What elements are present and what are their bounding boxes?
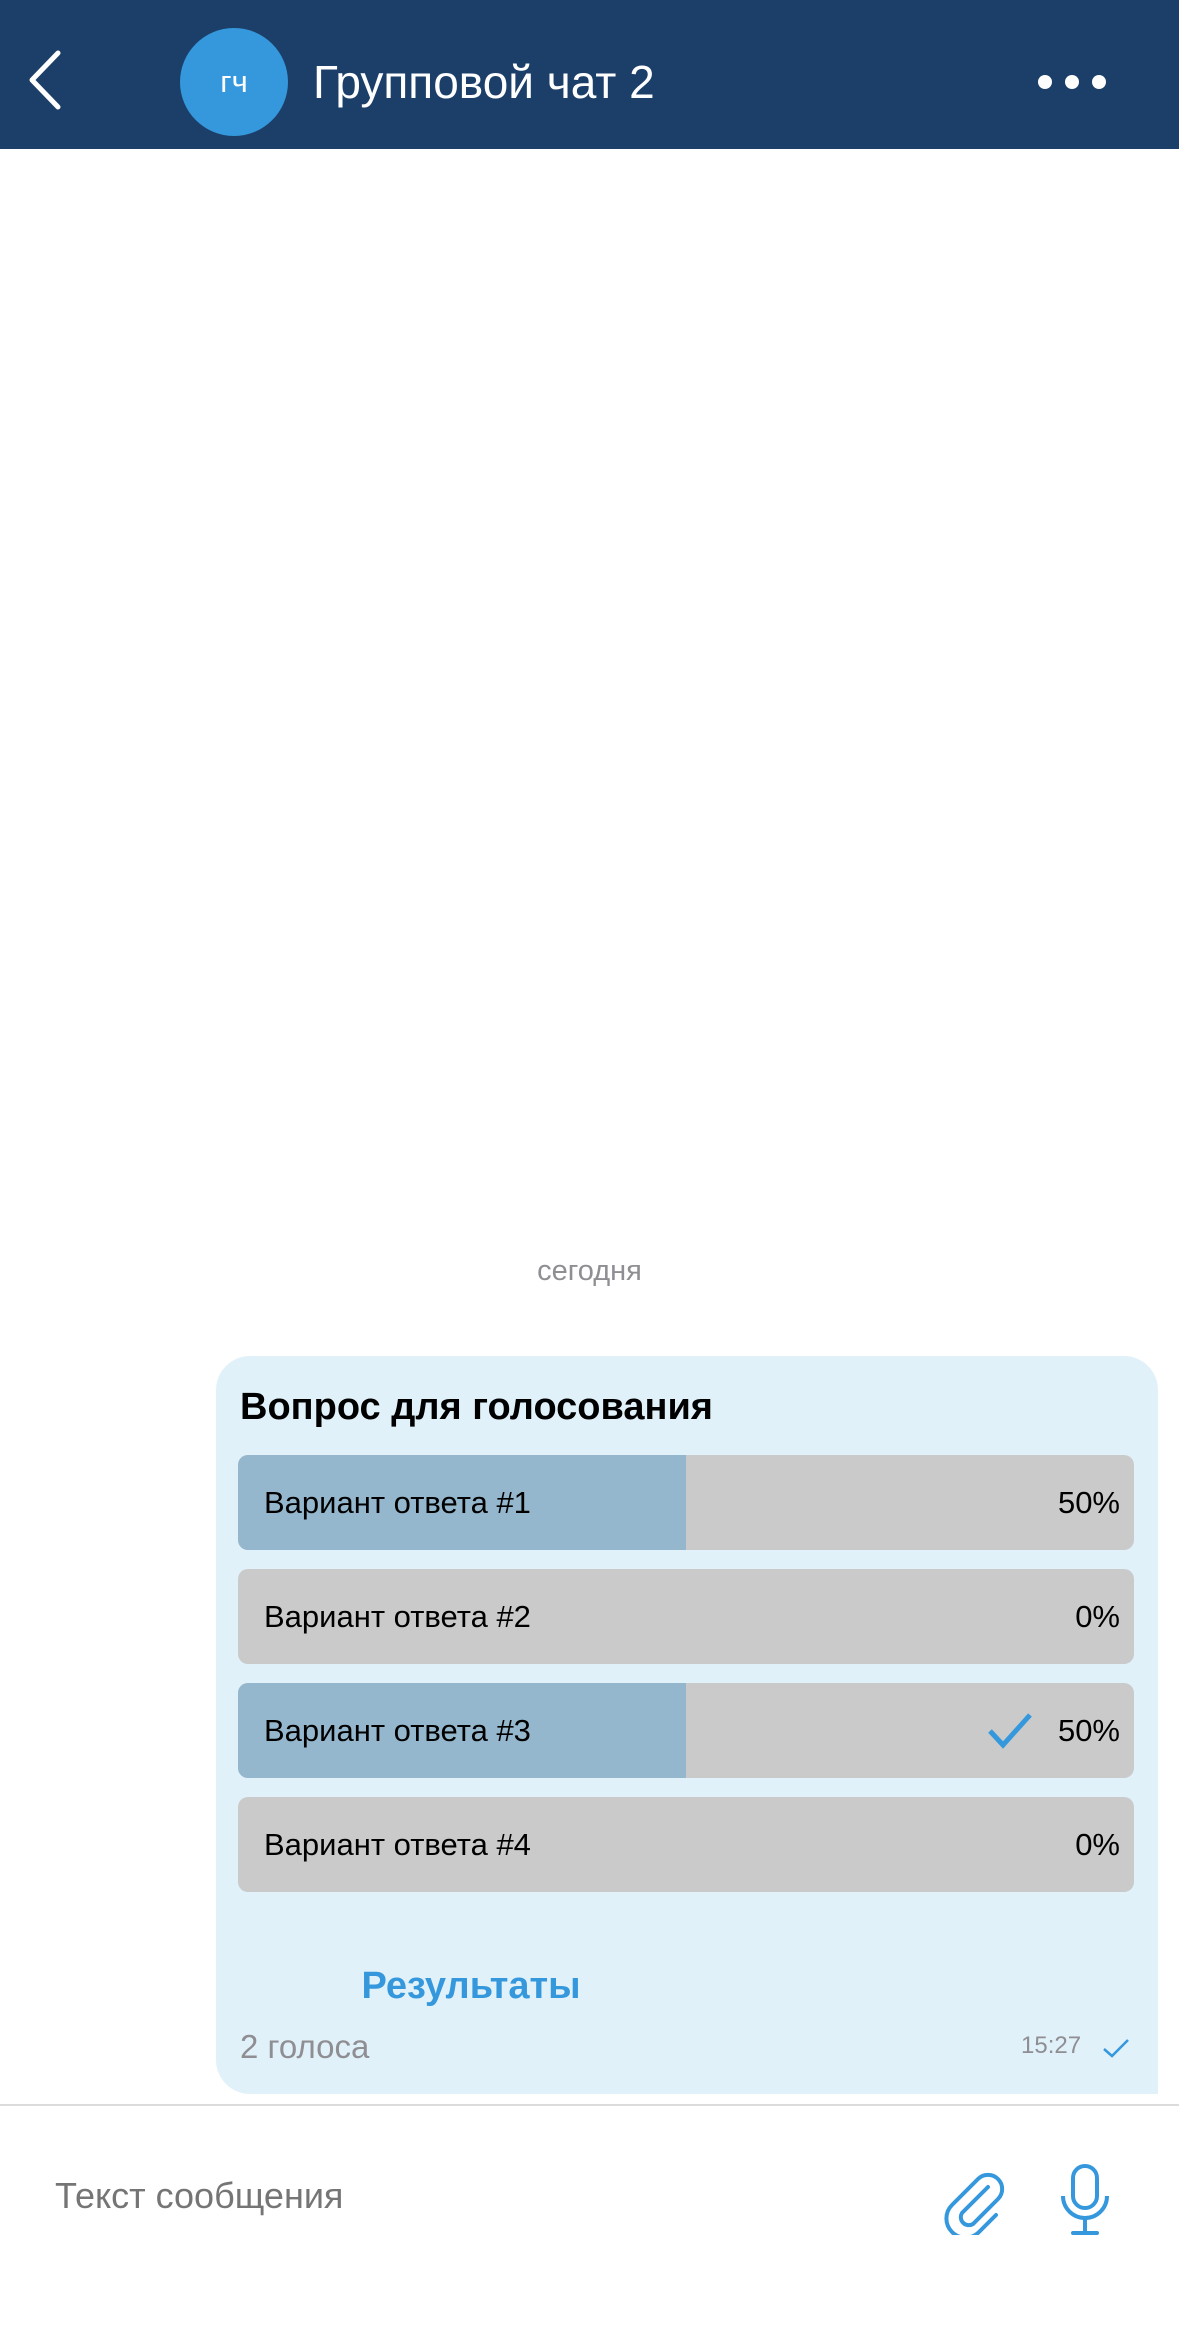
selected-check-icon <box>988 1713 1032 1749</box>
message-input[interactable] <box>55 2175 855 2217</box>
poll-question: Вопрос для голосования <box>240 1386 713 1428</box>
message-time: 15:27 <box>1021 2032 1082 2059</box>
poll-option[interactable]: Вариант ответа #3 50% <box>238 1683 1134 1778</box>
poll-option-percent: 0% <box>1075 1827 1120 1862</box>
avatar[interactable]: ГЧ <box>180 28 288 136</box>
back-chevron-icon[interactable] <box>22 45 72 115</box>
poll-option-label: Вариант ответа #1 <box>264 1485 531 1520</box>
avatar-initials: ГЧ <box>220 64 248 99</box>
sent-check-icon <box>1103 2039 1129 2058</box>
poll-option-label: Вариант ответа #2 <box>264 1599 531 1634</box>
poll-option-label: Вариант ответа #3 <box>264 1713 531 1748</box>
poll-option-bar <box>238 1455 686 1550</box>
poll-message: Вопрос для голосования Вариант ответа #1… <box>216 1356 1158 2094</box>
poll-option[interactable]: Вариант ответа #1 50% <box>238 1455 1134 1550</box>
poll-option[interactable]: Вариант ответа #2 0% <box>238 1569 1134 1664</box>
poll-option-percent: 50% <box>1057 1713 1120 1748</box>
vote-count: 2 голоса <box>240 2028 370 2065</box>
poll-option-percent: 0% <box>1075 1599 1120 1634</box>
poll-option[interactable]: Вариант ответа #4 0% <box>238 1797 1134 1892</box>
composer-divider <box>0 2104 1179 2106</box>
chat-header: ГЧ Групповой чат 2 <box>0 0 1179 149</box>
poll-option-percent: 50% <box>1057 1485 1120 1520</box>
microphone-icon[interactable] <box>1055 2162 1115 2238</box>
poll-option-bar <box>238 1683 686 1778</box>
results-button[interactable]: Результаты <box>361 1965 581 2007</box>
poll-option-label: Вариант ответа #4 <box>264 1827 531 1862</box>
paperclip-icon[interactable] <box>938 2165 1008 2235</box>
date-separator: сегодня <box>537 1255 642 1287</box>
more-dots-icon[interactable] <box>1036 66 1108 98</box>
chat-title[interactable]: Групповой чат 2 <box>313 56 655 108</box>
